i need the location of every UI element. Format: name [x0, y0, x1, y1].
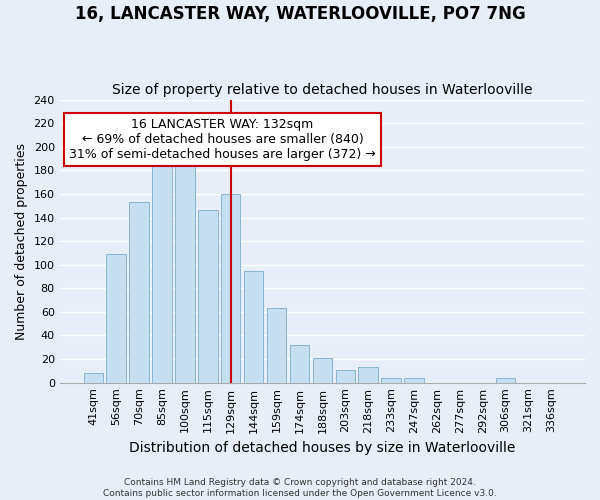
Text: 16 LANCASTER WAY: 132sqm
← 69% of detached houses are smaller (840)
31% of semi-: 16 LANCASTER WAY: 132sqm ← 69% of detach…: [69, 118, 376, 161]
Bar: [358, 368, 378, 382]
Bar: [290, 345, 309, 383]
Bar: [267, 308, 286, 382]
Bar: [244, 270, 263, 382]
Bar: [382, 378, 401, 382]
Text: 16, LANCASTER WAY, WATERLOOVILLE, PO7 7NG: 16, LANCASTER WAY, WATERLOOVILLE, PO7 7N…: [74, 5, 526, 23]
Text: Contains HM Land Registry data © Crown copyright and database right 2024.
Contai: Contains HM Land Registry data © Crown c…: [103, 478, 497, 498]
Bar: [152, 152, 172, 382]
Bar: [106, 254, 126, 382]
Bar: [221, 194, 241, 382]
Bar: [83, 373, 103, 382]
Bar: [130, 202, 149, 382]
Y-axis label: Number of detached properties: Number of detached properties: [15, 142, 28, 340]
X-axis label: Distribution of detached houses by size in Waterlooville: Distribution of detached houses by size …: [129, 441, 515, 455]
Bar: [335, 370, 355, 382]
Bar: [404, 378, 424, 382]
Bar: [198, 210, 218, 382]
Bar: [313, 358, 332, 382]
Bar: [175, 152, 194, 382]
Title: Size of property relative to detached houses in Waterlooville: Size of property relative to detached ho…: [112, 83, 533, 97]
Bar: [496, 378, 515, 382]
